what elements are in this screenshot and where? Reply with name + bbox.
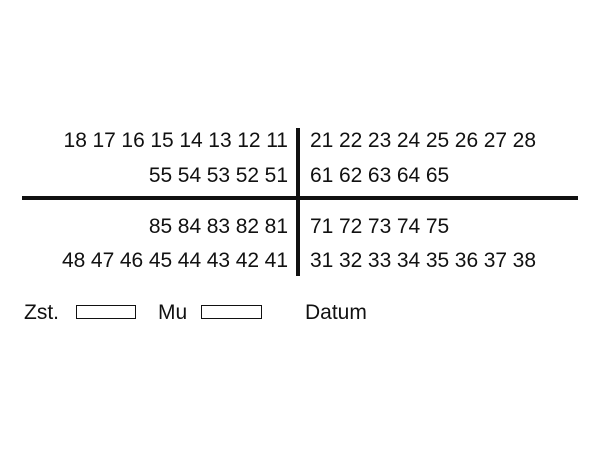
tooth-number: 55	[148, 164, 173, 187]
zst-label: Zst.	[24, 301, 59, 324]
tooth-number: 21	[310, 129, 334, 152]
mu-label: Mu	[158, 301, 188, 324]
mu-field[interactable]	[201, 305, 262, 319]
lower-right-permanent-teeth: 31 32 33 34 35 36 37 38	[310, 249, 536, 273]
tooth-number: 61	[310, 164, 334, 187]
tooth-number: 45	[148, 249, 173, 272]
tooth-number: 22	[338, 129, 363, 152]
lower-left-primary-teeth: 85 84 83 82 81	[149, 215, 288, 239]
tooth-number: 75	[425, 215, 450, 238]
tooth-number: 42	[235, 249, 260, 272]
tooth-number: 62	[338, 164, 363, 187]
tooth-number: 74	[396, 215, 421, 238]
tooth-number: 35	[425, 249, 450, 272]
tooth-number: 83	[206, 215, 231, 238]
occlusal-horizontal-divider	[22, 196, 578, 200]
tooth-number: 34	[396, 249, 421, 272]
tooth-number: 63	[367, 164, 392, 187]
tooth-number: 52	[235, 164, 260, 187]
tooth-number: 43	[206, 249, 231, 272]
tooth-number: 81	[264, 215, 288, 238]
tooth-number: 37	[483, 249, 508, 272]
tooth-number: 64	[396, 164, 421, 187]
tooth-number: 82	[235, 215, 260, 238]
tooth-number: 25	[425, 129, 450, 152]
tooth-number: 51	[264, 164, 288, 187]
lower-right-primary-teeth: 71 72 73 74 75	[310, 215, 449, 239]
tooth-number: 18	[63, 129, 87, 152]
tooth-number: 46	[119, 249, 144, 272]
tooth-number: 33	[367, 249, 392, 272]
tooth-number: 17	[92, 129, 116, 152]
tooth-number: 36	[454, 249, 479, 272]
tooth-number: 11	[266, 129, 288, 152]
tooth-number: 12	[237, 129, 261, 152]
tooth-number: 71	[310, 215, 334, 238]
upper-right-permanent-teeth: 21 22 23 24 25 26 27 28	[310, 129, 536, 153]
midline-vertical-divider	[296, 128, 300, 276]
tooth-number: 73	[367, 215, 392, 238]
tooth-number: 54	[177, 164, 202, 187]
tooth-number: 44	[177, 249, 202, 272]
upper-left-primary-teeth: 55 54 53 52 51	[149, 164, 288, 188]
tooth-number: 16	[121, 129, 145, 152]
tooth-number: 47	[90, 249, 115, 272]
tooth-number: 26	[454, 129, 479, 152]
tooth-number: 15	[150, 129, 174, 152]
tooth-number: 38	[512, 249, 537, 272]
tooth-number: 23	[367, 129, 392, 152]
tooth-number: 14	[179, 129, 203, 152]
datum-label: Datum	[305, 301, 367, 324]
tooth-number: 28	[512, 129, 537, 152]
tooth-number: 65	[425, 164, 450, 187]
upper-left-permanent-teeth: 18 17 16 15 14 13 12 11	[64, 129, 288, 153]
lower-left-permanent-teeth: 48 47 46 45 44 43 42 41	[62, 249, 288, 273]
tooth-number: 85	[148, 215, 173, 238]
tooth-number: 48	[61, 249, 86, 272]
zst-field[interactable]	[76, 305, 136, 319]
tooth-number: 53	[206, 164, 231, 187]
tooth-number: 72	[338, 215, 363, 238]
upper-right-primary-teeth: 61 62 63 64 65	[310, 164, 449, 188]
tooth-number: 41	[264, 249, 288, 272]
tooth-number: 27	[483, 129, 508, 152]
tooth-number: 32	[338, 249, 363, 272]
tooth-number: 84	[177, 215, 202, 238]
tooth-number: 24	[396, 129, 421, 152]
tooth-number: 13	[208, 129, 232, 152]
tooth-number: 31	[310, 249, 334, 272]
